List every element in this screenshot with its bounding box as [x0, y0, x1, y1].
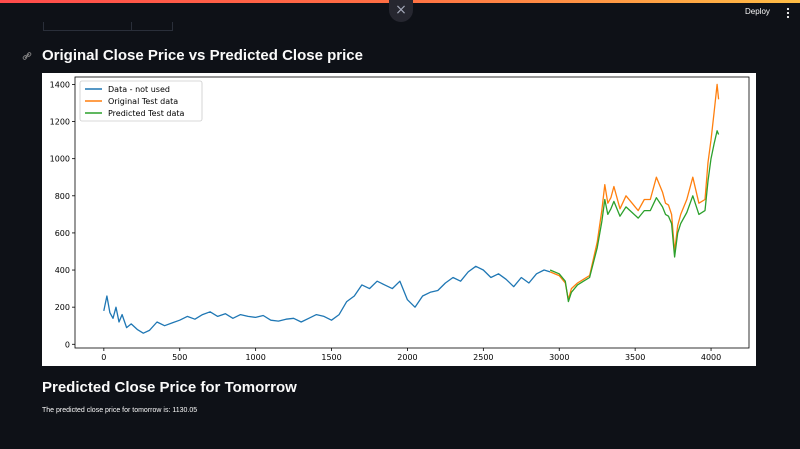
deploy-button[interactable]: Deploy: [745, 7, 770, 16]
x-tick-label: 2000: [397, 353, 417, 362]
remnant-divider: [43, 22, 44, 30]
y-tick-label: 1000: [50, 155, 70, 164]
x-tick-label: 1500: [321, 353, 341, 362]
series-line-2: [549, 130, 720, 303]
x-tick-label: 500: [172, 353, 187, 362]
remnant-divider: [131, 22, 132, 30]
x-tick-label: 0: [101, 353, 106, 362]
prediction-heading: Predicted Close Price for Tomorrow: [42, 379, 297, 396]
x-tick-label: 3000: [549, 353, 569, 362]
y-tick-label: 0: [65, 340, 70, 349]
legend-label: Data - not used: [108, 85, 170, 94]
x-tick-label: 4000: [701, 353, 721, 362]
series-line-1: [549, 83, 720, 301]
x-tick-label: 1000: [245, 353, 265, 362]
legend-label: Predicted Test data: [108, 109, 185, 118]
chart-container: 0 500 1000 1500 2000 2500 3000 3500 4000 0 200 400 6…: [42, 73, 756, 366]
y-tick-label: 800: [55, 192, 70, 201]
x-tick-label: 3500: [625, 353, 645, 362]
series-line-0: [103, 265, 551, 334]
y-tick-label: 600: [55, 229, 70, 238]
more-vertical-icon[interactable]: [784, 7, 792, 19]
more-vertical-icon-glyph: [786, 7, 790, 19]
remnant-divider: [172, 22, 173, 30]
y-tick-label: 1200: [50, 118, 70, 127]
legend-box: [79, 80, 203, 122]
y-tick-label: 400: [55, 266, 70, 275]
chart-heading: Original Close Price vs Predicted Close …: [42, 47, 363, 64]
link-icon[interactable]: [22, 51, 32, 64]
prediction-text: The predicted close price for tomorrow i…: [42, 407, 198, 414]
link-icon-glyph: [22, 52, 32, 60]
plot-frame: [74, 76, 750, 349]
y-tick-label: 1400: [50, 80, 70, 89]
top-element-remnant: [43, 22, 173, 31]
legend-label: Original Test data: [108, 97, 178, 106]
line-chart: 0 500 1000 1500 2000 2500 3000 3500 4000 0 200 400 6…: [50, 76, 750, 362]
close-icon[interactable]: ×: [389, 0, 413, 22]
x-tick-label: 2500: [473, 353, 493, 362]
y-tick-label: 200: [55, 303, 70, 312]
